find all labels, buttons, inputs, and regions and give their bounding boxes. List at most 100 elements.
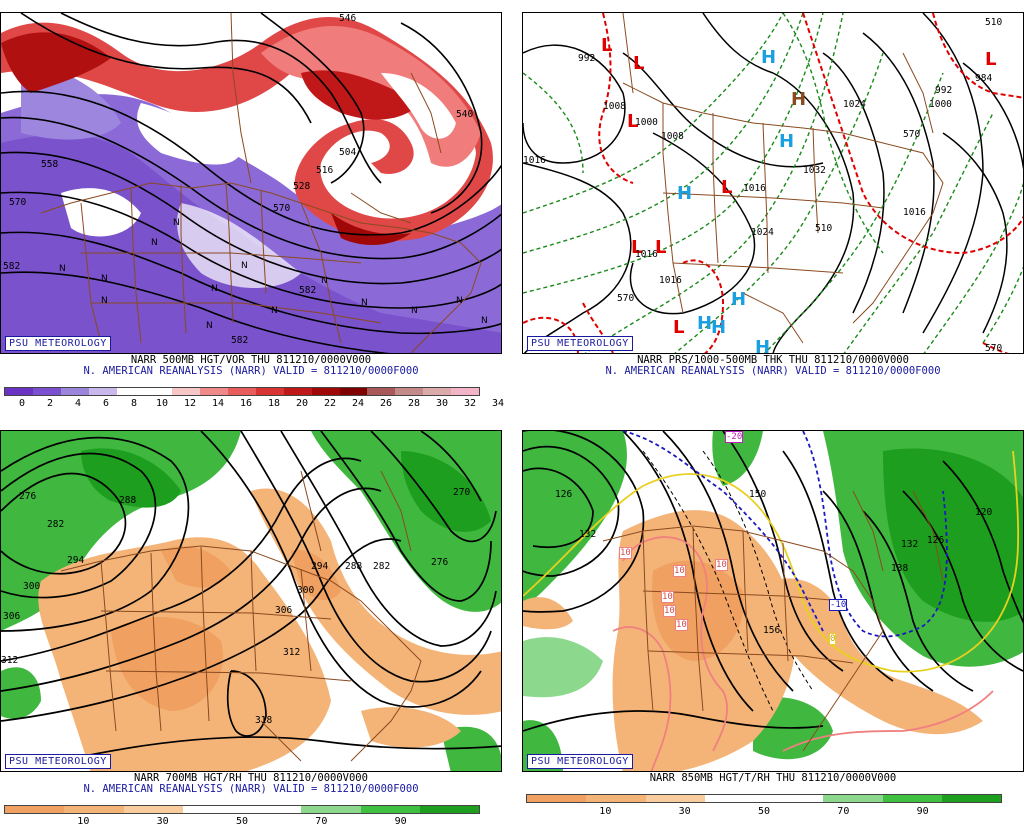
colorbar-swatch	[395, 388, 424, 395]
svg-text:N: N	[59, 264, 66, 274]
colorbar-tick-label: 4	[74, 398, 82, 409]
contour-label: 1032	[803, 165, 826, 176]
panel-title: NARR 500MB HGT/VOR THU 811210/0000V000	[130, 354, 372, 366]
svg-text:N: N	[241, 261, 248, 271]
contour-label: 294	[67, 555, 85, 566]
contour-label: 300	[23, 581, 41, 592]
low-pressure-center: L	[627, 111, 639, 132]
contour-label: 312	[283, 647, 301, 658]
colorbar-tick-label: 70	[315, 816, 328, 827]
colorbar-tick-label: 50	[757, 806, 771, 817]
contour-label: 288	[119, 495, 137, 506]
pressure-map-graphic	[523, 13, 1023, 353]
panel-sea-level-pressure-thickness: L L L L L L L L H H H H H H H H 992 1008…	[522, 12, 1024, 400]
panel-title: NARR 700MB HGT/RH THU 811210/0000V000	[134, 772, 368, 784]
svg-text:N: N	[101, 274, 108, 284]
colorbar-swatch	[764, 795, 824, 802]
svg-text:N: N	[271, 306, 278, 316]
colorbar-swatch	[32, 388, 61, 395]
isotherm-label: 10	[675, 619, 688, 631]
colorbar-tick-label: 30	[678, 806, 691, 817]
colorbar-swatch	[200, 388, 228, 395]
contour-label: 312	[1, 655, 19, 666]
contour-label: 1008	[661, 131, 684, 142]
colorbar-swatch	[5, 388, 33, 395]
colorbar-tick-label: 10	[77, 816, 90, 827]
rh700-map-graphic	[1, 431, 501, 771]
contour-label: 540	[456, 109, 474, 120]
low-pressure-center: L	[985, 49, 997, 70]
contour-label: 984	[975, 73, 993, 84]
contour-label: 276	[431, 557, 449, 568]
colorbar-swatch	[882, 795, 942, 802]
colorbar-tick-label: 70	[837, 806, 850, 817]
svg-text:N: N	[321, 276, 328, 286]
high-pressure-center: H	[711, 317, 727, 338]
svg-text:N: N	[481, 316, 488, 326]
high-pressure-center: H	[779, 131, 795, 152]
contour-label: 306	[3, 611, 21, 622]
high-pressure-center: H	[677, 183, 693, 204]
contour-label: 570	[273, 203, 291, 214]
contour-label: 504	[339, 147, 357, 158]
map-pressure-thickness: L L L L L L L L H H H H H H H H 992 1008…	[522, 12, 1024, 354]
svg-text:N: N	[173, 218, 180, 228]
colorbar-swatch	[88, 388, 117, 395]
colorbar-tick-label: 12	[183, 398, 197, 409]
colorbar-swatch	[5, 806, 65, 813]
contour-label: 150	[749, 489, 767, 500]
colorbar-tick-label: 24	[351, 398, 365, 409]
colorbar-labels: 0 2 4 6 8 10 12 14 16 18 20 22 24 26 28 30 32 34	[4, 398, 504, 410]
contour-label: 1008	[603, 101, 626, 112]
isotherm-label: 10	[715, 559, 728, 571]
colorbar-tick-label: 20	[295, 398, 309, 409]
map-700mb: 276 288 282 294 300 306 312 318 312 306 …	[0, 430, 502, 772]
panel-subtitle: N. AMERICAN REANALYSIS (NARR) VALID = 81…	[83, 783, 419, 795]
contour-label: 138	[891, 563, 909, 574]
colorbar-swatch	[172, 388, 201, 395]
high-pressure-center: H	[761, 47, 777, 68]
high-pressure-center: H	[697, 313, 713, 334]
colorbar-swatch	[255, 388, 284, 395]
rh850-map-graphic	[523, 431, 1023, 771]
svg-text:N: N	[101, 296, 108, 306]
contour-label: 570	[9, 197, 27, 208]
map-500mb: N N N N N N N N N N N N N N 546 558 570 582 504 5…	[0, 12, 502, 354]
low-pressure-center: L	[721, 177, 733, 198]
psu-meteorology-badge: PSU METEOROLOGY	[527, 336, 633, 351]
contour-label: 120	[975, 507, 993, 518]
contour-label: 1016	[523, 155, 546, 166]
colorbar-swatch	[60, 388, 89, 395]
colorbar-swatch	[123, 806, 183, 813]
colorbar-swatch	[116, 388, 145, 395]
contour-label: 126	[927, 535, 945, 546]
colorbar-labels: 10 30 50 70 90	[526, 806, 1002, 818]
panel-500mb-vorticity: N N N N N N N N N N N N N N 546 558 570 582 504 5…	[0, 12, 504, 409]
colorbar-tick-label: 28	[407, 398, 421, 409]
contour-label: 132	[579, 529, 597, 540]
colorbar-swatch	[645, 795, 705, 802]
panel-subtitle: N. AMERICAN REANALYSIS (NARR) VALID = 81…	[605, 365, 941, 377]
contour-label: 288	[345, 561, 363, 572]
contour-label: 156	[763, 625, 781, 636]
isotherm-label: -20	[725, 431, 744, 443]
colorbar-tick-label: 10	[599, 806, 612, 817]
colorbar-tick-label: 2	[46, 398, 54, 409]
contour-label: 294	[311, 561, 329, 572]
colorbar-tick-label: 50	[235, 816, 249, 827]
colorbar-swatch	[311, 388, 340, 395]
isotherm-label: -10	[829, 599, 848, 611]
colorbar-tick-label: 90	[394, 816, 407, 827]
contour-label: 126	[555, 489, 573, 500]
colorbar-tick-label: 22	[323, 398, 337, 409]
colorbar-swatch	[360, 806, 420, 813]
colorbar-swatch	[704, 795, 764, 802]
high-pressure-center: H	[731, 289, 747, 310]
contour-label: 528	[293, 181, 311, 192]
colorbar-tick-label: 18	[267, 398, 281, 409]
colorbar-tick-label: 30	[156, 816, 169, 827]
colorbar-swatch	[182, 806, 242, 813]
contour-label: 582	[231, 335, 249, 346]
contour-label: 570	[985, 343, 1003, 354]
contour-label: 992	[578, 53, 596, 64]
